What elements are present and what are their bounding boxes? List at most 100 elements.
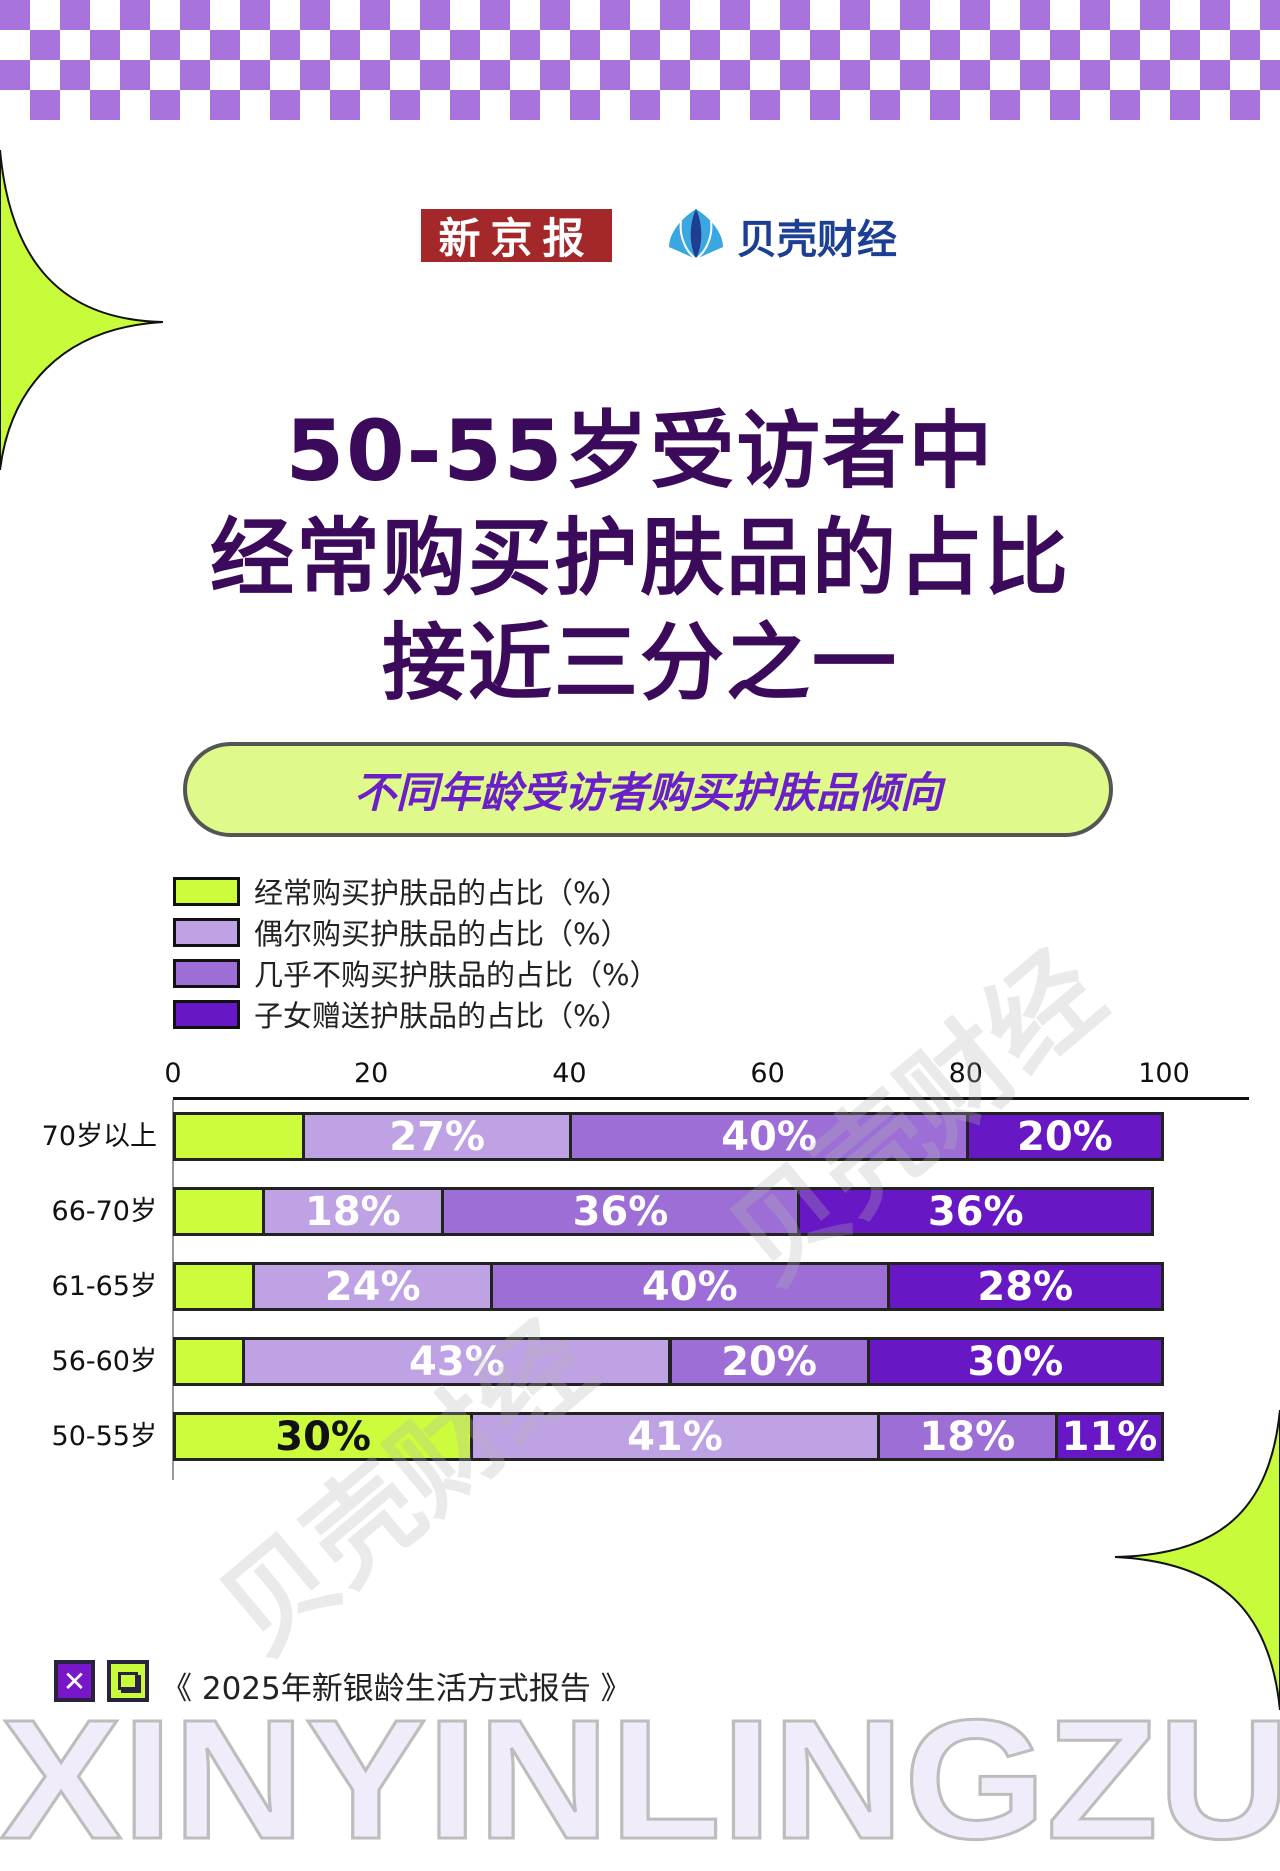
checker-cell bbox=[600, 0, 630, 30]
legend-item: 偶尔购买护肤品的占比（%） bbox=[173, 917, 630, 951]
legend-label: 经常购买护肤品的占比（%） bbox=[254, 876, 630, 910]
checker-cell bbox=[150, 90, 180, 120]
legend-item: 几乎不购买护肤品的占比（%） bbox=[173, 958, 659, 992]
legend-swatch bbox=[173, 876, 240, 906]
checker-cell bbox=[990, 30, 1020, 60]
category-label: 50-55岁 bbox=[51, 1421, 157, 1452]
big-brand-text: XINYINLINGZU bbox=[0, 1712, 1280, 1847]
checker-cell bbox=[1110, 30, 1140, 60]
big-brand-text-label: XINYINLINGZU bbox=[0, 1712, 1280, 1847]
checker-cell bbox=[510, 90, 540, 120]
bar-segment: 30% bbox=[173, 1412, 474, 1461]
legend-item: 子女赠送护肤品的占比（%） bbox=[173, 999, 630, 1033]
x-axis-line bbox=[173, 1097, 1249, 1100]
checker-cell bbox=[690, 30, 720, 60]
bar-segment: 20% bbox=[668, 1337, 870, 1386]
chart-subtitle: 不同年龄受访者购买护肤品倾向 bbox=[353, 768, 942, 817]
source-text: 《 2025年新银龄生活方式报告 》 bbox=[161, 1671, 632, 1707]
checker-cell bbox=[1140, 60, 1170, 90]
checker-cell bbox=[390, 90, 420, 120]
legend-item: 经常购买护肤品的占比（%） bbox=[173, 876, 630, 910]
checker-cell bbox=[1260, 60, 1280, 90]
checker-cell bbox=[1260, 0, 1280, 30]
stacked-bar: 27% 40% 20% bbox=[173, 1112, 1164, 1161]
checker-cell bbox=[1050, 90, 1080, 120]
checker-cell bbox=[240, 0, 270, 30]
checker-cell bbox=[120, 60, 150, 90]
checker-cell bbox=[930, 90, 960, 120]
checker-cell bbox=[30, 90, 60, 120]
checker-cell bbox=[1170, 30, 1200, 60]
checker-cell bbox=[120, 0, 150, 30]
checker-cell bbox=[330, 90, 360, 120]
checker-cell bbox=[1230, 30, 1260, 60]
beike-logo: 贝壳财经 bbox=[663, 207, 897, 265]
legend-label: 子女赠送护肤品的占比（%） bbox=[254, 999, 630, 1033]
bar-segment: 28% bbox=[886, 1262, 1164, 1311]
checker-cell bbox=[420, 0, 450, 30]
checker-cell bbox=[150, 30, 180, 60]
checker-cell bbox=[1140, 0, 1170, 30]
checker-cell bbox=[870, 90, 900, 120]
close-box-icon: ✕ bbox=[54, 1660, 95, 1702]
checker-cell bbox=[540, 0, 570, 30]
checker-cell bbox=[90, 30, 120, 60]
category-label: 70岁以上 bbox=[41, 1121, 157, 1152]
checker-cell bbox=[720, 60, 750, 90]
checker-cell bbox=[420, 60, 450, 90]
stacked-bar: 24% 40% 28% bbox=[173, 1262, 1164, 1311]
checker-cell bbox=[300, 60, 330, 90]
checker-cell bbox=[1050, 30, 1080, 60]
checker-cell bbox=[660, 0, 690, 30]
bar-segment bbox=[173, 1187, 266, 1236]
checker-cell bbox=[1200, 60, 1230, 90]
bar-segment: 24% bbox=[252, 1262, 494, 1311]
checker-cell bbox=[330, 30, 360, 60]
bar-segment: 18% bbox=[262, 1187, 444, 1236]
bar-segment: 40% bbox=[490, 1262, 890, 1311]
bar-segment: 41% bbox=[470, 1412, 880, 1461]
checker-cell bbox=[900, 60, 930, 90]
checker-cell bbox=[0, 60, 30, 90]
checker-cell bbox=[0, 0, 30, 30]
checker-cell bbox=[480, 0, 510, 30]
legend-swatch bbox=[173, 917, 240, 947]
checker-cell bbox=[180, 0, 210, 30]
bar-segment: 40% bbox=[569, 1112, 969, 1161]
x-tick-label: 100 bbox=[1138, 1058, 1190, 1089]
checker-cell bbox=[90, 90, 120, 120]
title-line-2: 经常购买护肤品的占比 bbox=[209, 509, 1070, 607]
checker-cell bbox=[810, 90, 840, 120]
bar-segment: 36% bbox=[797, 1187, 1155, 1236]
checker-cell bbox=[540, 60, 570, 90]
checker-cell bbox=[240, 60, 270, 90]
watermark: 贝壳财经 bbox=[706, 926, 1127, 1309]
checker-cell bbox=[570, 30, 600, 60]
decor-star-right bbox=[1114, 1410, 1280, 1710]
bar-segment: 18% bbox=[876, 1412, 1058, 1461]
checker-cell bbox=[1230, 90, 1260, 120]
checker-cell bbox=[960, 60, 990, 90]
bar-segment: 11% bbox=[1054, 1412, 1164, 1461]
checker-cell bbox=[900, 0, 930, 30]
stacked-bar: 30% 41% 18% 11% bbox=[173, 1412, 1164, 1461]
stacked-bar: 43% 20% 30% bbox=[173, 1337, 1164, 1386]
subtitle-pill: 不同年龄受访者购买护肤品倾向 bbox=[183, 742, 1113, 837]
legend-label: 几乎不购买护肤品的占比（%） bbox=[254, 958, 659, 992]
checker-cell bbox=[180, 60, 210, 90]
checker-cell bbox=[930, 30, 960, 60]
category-label: 56-60岁 bbox=[51, 1346, 157, 1377]
x-tick-label: 0 bbox=[164, 1058, 182, 1089]
window-box-icon bbox=[107, 1660, 149, 1702]
checker-cell bbox=[630, 30, 660, 60]
bar-segment: 30% bbox=[866, 1337, 1164, 1386]
checker-cell bbox=[360, 0, 390, 30]
title-line-3: 接近三分之一 bbox=[381, 614, 898, 712]
checker-cell bbox=[450, 90, 480, 120]
checker-pattern bbox=[0, 0, 1280, 120]
checker-cell bbox=[210, 90, 240, 120]
checker-cell bbox=[1110, 90, 1140, 120]
category-label: 66-70岁 bbox=[51, 1196, 157, 1227]
checker-cell bbox=[690, 90, 720, 120]
title-line-1: 50-55岁受访者中 bbox=[285, 402, 995, 500]
